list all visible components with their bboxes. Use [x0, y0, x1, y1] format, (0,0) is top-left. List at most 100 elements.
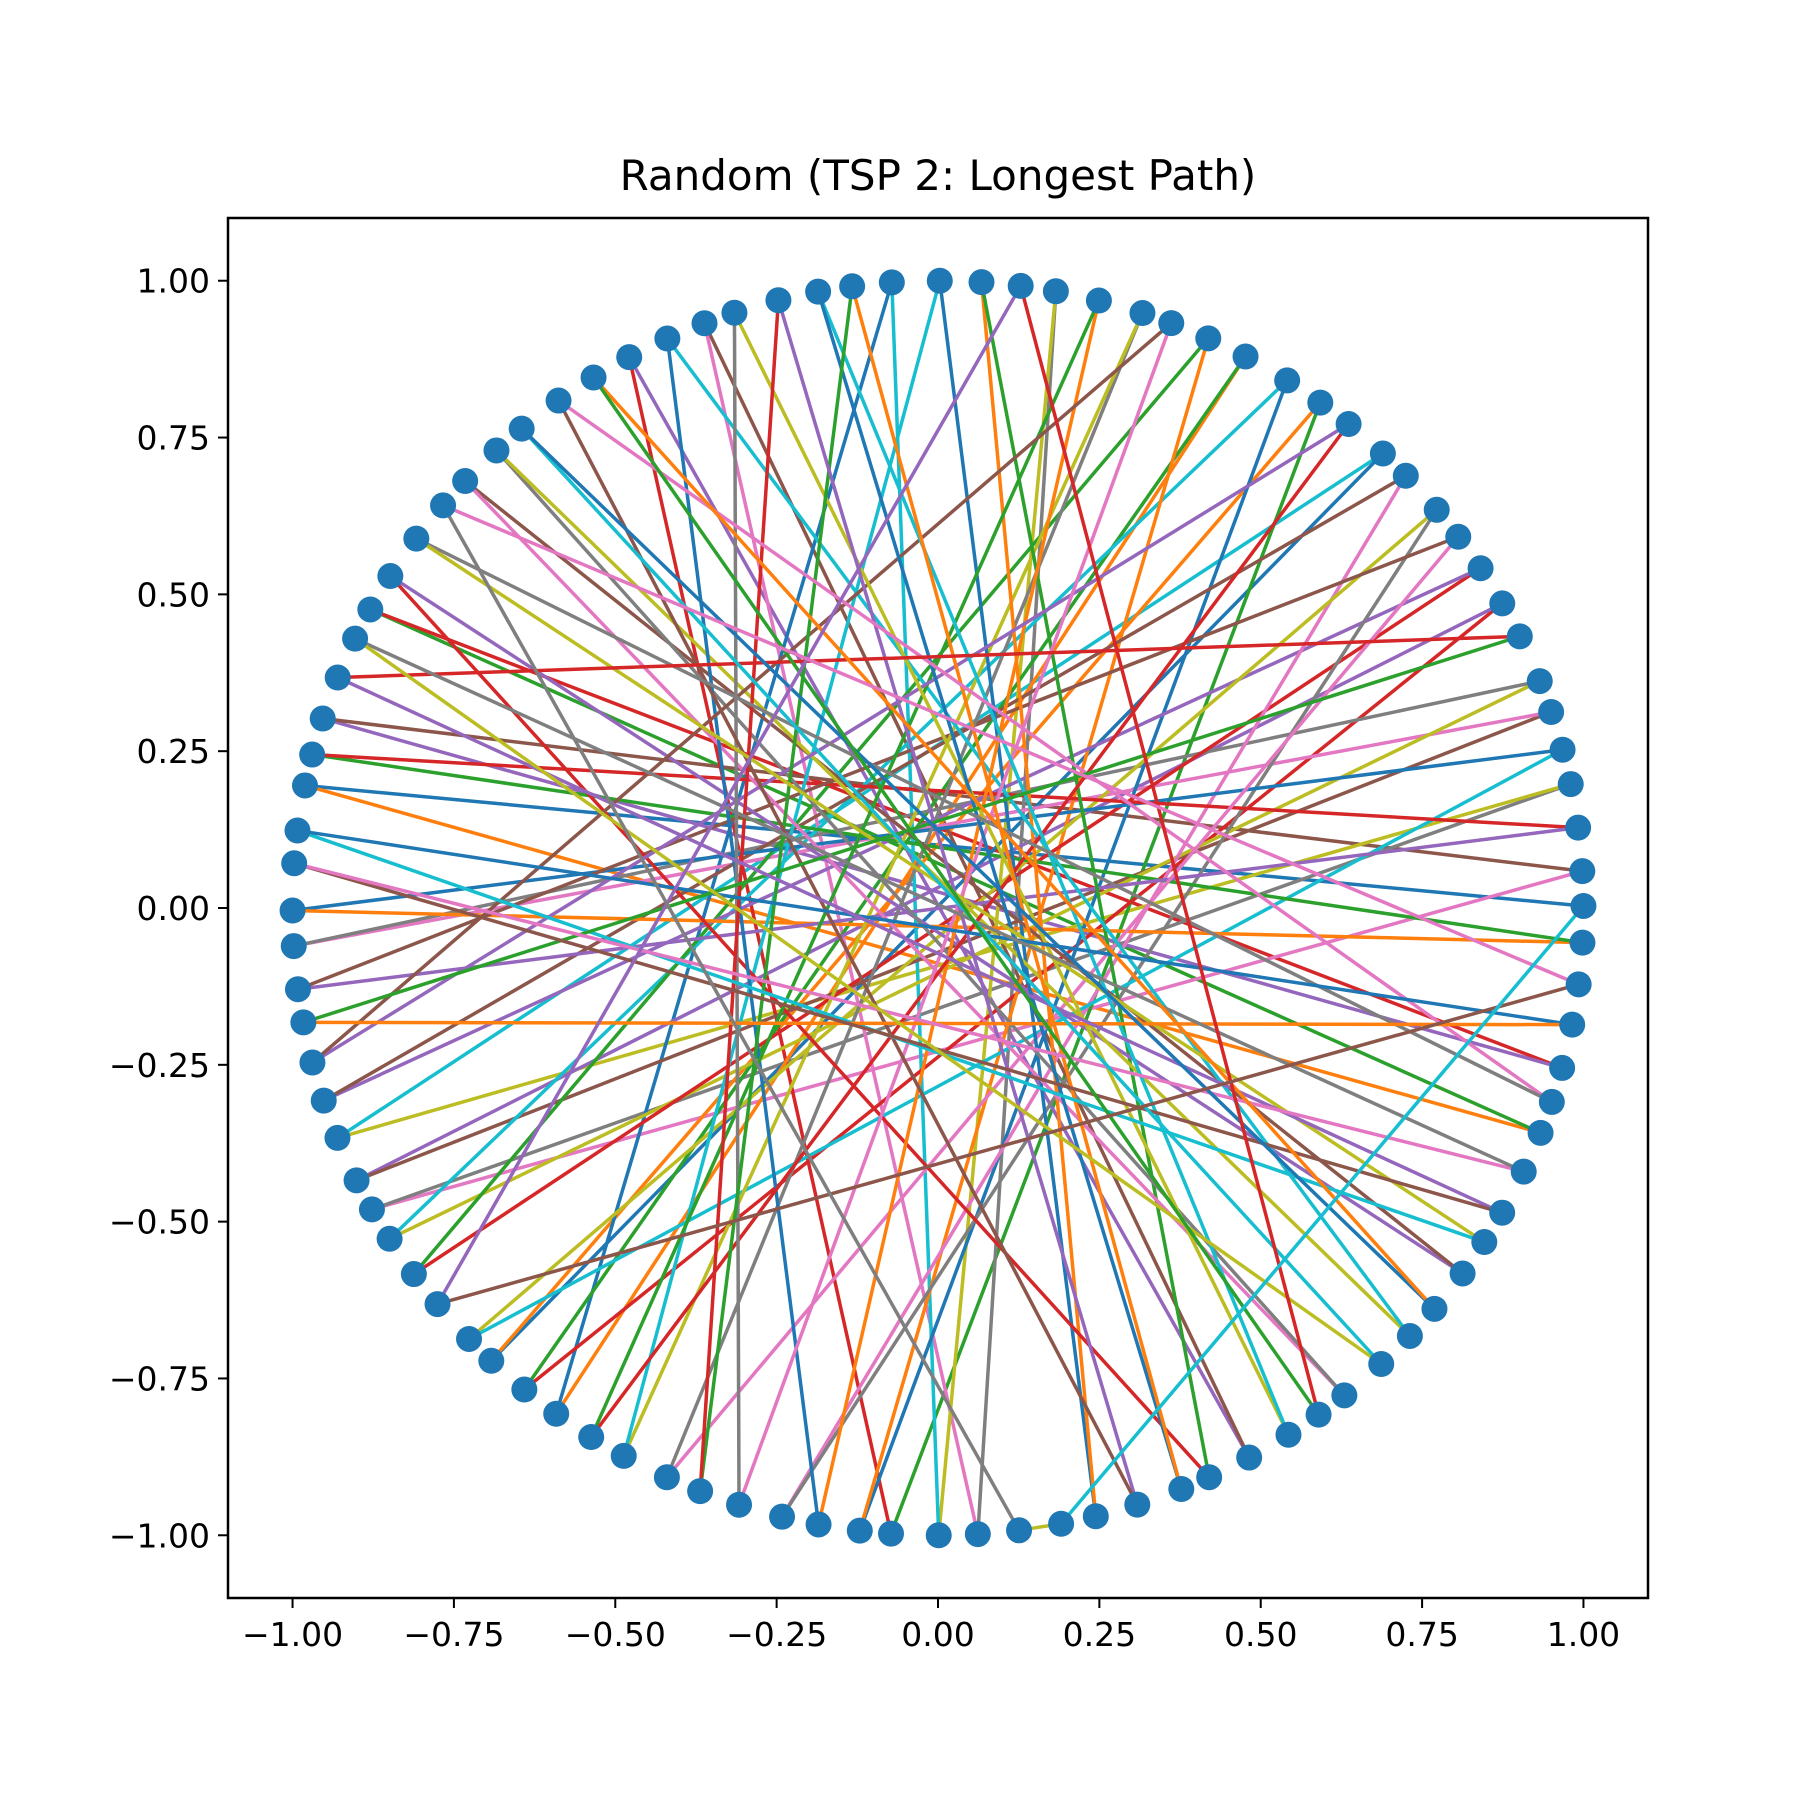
y-tick-label: −1.00: [109, 1516, 210, 1555]
city-point: [376, 1225, 403, 1252]
city-point: [452, 468, 479, 495]
city-point: [430, 492, 457, 519]
city-point: [925, 1522, 952, 1549]
city-point: [805, 278, 832, 305]
x-tick-label: −0.50: [565, 1615, 666, 1654]
y-tick-label: −0.75: [109, 1359, 210, 1398]
city-point: [1565, 971, 1592, 998]
city-point: [968, 269, 995, 296]
city-point: [654, 325, 681, 352]
chart-title: Random (TSP 2: Longest Path): [620, 151, 1257, 200]
city-point: [726, 1491, 753, 1518]
city-point: [1129, 300, 1156, 327]
path-segment: [520, 427, 1383, 1366]
city-point: [309, 705, 336, 732]
city-point: [400, 1261, 427, 1288]
city-point: [1489, 1199, 1516, 1226]
city-point: [653, 1464, 680, 1491]
city-point: [1423, 496, 1450, 523]
path-segment: [412, 566, 1482, 1276]
y-tick-label: 0.00: [137, 889, 210, 928]
city-point: [508, 415, 535, 442]
path-segment: [312, 752, 1579, 830]
path-segment: [322, 716, 1583, 873]
city-point: [1489, 590, 1516, 617]
city-point: [1559, 1011, 1586, 1038]
path-segment: [979, 281, 1098, 1517]
city-point: [839, 273, 866, 300]
path-segment: [780, 474, 1408, 1518]
city-point: [1565, 814, 1592, 841]
city-point: [543, 1400, 570, 1427]
city-point: [357, 596, 384, 623]
path-segment: [976, 291, 1058, 1535]
y-tick-label: 0.25: [137, 732, 210, 771]
path-segment: [522, 355, 1247, 1391]
path-segment: [302, 634, 1521, 1025]
city-point: [1048, 1510, 1075, 1537]
path-segment: [557, 399, 1553, 1104]
path-segment: [388, 379, 1289, 1241]
path-segment: [1019, 285, 1321, 1416]
city-point: [299, 741, 326, 768]
city-point: [545, 387, 572, 414]
path-segment: [936, 291, 1058, 1536]
city-point: [1549, 1054, 1576, 1081]
city-point: [324, 664, 351, 691]
city-point: [403, 525, 430, 552]
city-point: [1369, 440, 1396, 467]
city-point: [1236, 1444, 1263, 1471]
city-point: [1526, 668, 1553, 695]
city-point: [281, 850, 308, 877]
path-segment: [889, 401, 1322, 1535]
path-segment: [322, 716, 1563, 1070]
city-point: [478, 1347, 505, 1374]
y-tick-label: −0.25: [109, 1046, 210, 1085]
city-point: [1549, 736, 1576, 763]
y-tick-label: 1.00: [137, 262, 210, 301]
city-point: [765, 287, 792, 314]
path-segment: [622, 312, 1145, 1457]
x-tick-label: −0.75: [403, 1615, 504, 1654]
path-segment: [589, 299, 1101, 1438]
city-point: [377, 563, 404, 590]
city-point: [291, 772, 318, 799]
city-point: [1368, 1351, 1395, 1378]
city-point: [424, 1291, 451, 1318]
x-tick-label: 0.25: [1063, 1615, 1136, 1654]
path-segment: [336, 675, 1503, 1215]
city-point: [1042, 278, 1069, 305]
x-tick-label: −1.00: [242, 1615, 343, 1654]
city-point: [1007, 272, 1034, 299]
city-point: [284, 817, 311, 844]
y-tick-label: −0.50: [109, 1203, 210, 1242]
city-point: [1275, 1421, 1302, 1448]
path-segment: [293, 861, 1525, 1174]
y-tick-label: 0.50: [137, 575, 210, 614]
path-segment: [304, 783, 1584, 908]
path-segment: [311, 321, 1173, 1064]
city-point: [483, 437, 510, 464]
city-point: [290, 1009, 317, 1036]
city-point: [310, 1087, 337, 1114]
city-point: [926, 267, 953, 294]
city-point: [878, 1520, 905, 1547]
x-tick-label: 0.00: [901, 1615, 974, 1654]
path-segment: [523, 602, 1504, 1391]
x-tick-label: 0.50: [1224, 1615, 1297, 1654]
path-segment: [665, 535, 1460, 1479]
path-segment: [292, 747, 1563, 913]
x-tick-label: −0.25: [726, 1615, 827, 1654]
city-point: [284, 976, 311, 1003]
city-point: [1467, 555, 1494, 582]
city-point: [1538, 1088, 1565, 1115]
city-point: [691, 310, 718, 337]
city-point: [769, 1503, 796, 1530]
path-segment: [388, 679, 1541, 1241]
city-points: [279, 267, 1597, 1549]
y-tick-label: 0.75: [137, 419, 210, 458]
city-point: [1392, 462, 1419, 489]
path-segment: [554, 281, 894, 1415]
city-point: [1331, 1382, 1358, 1409]
city-point: [358, 1196, 385, 1223]
